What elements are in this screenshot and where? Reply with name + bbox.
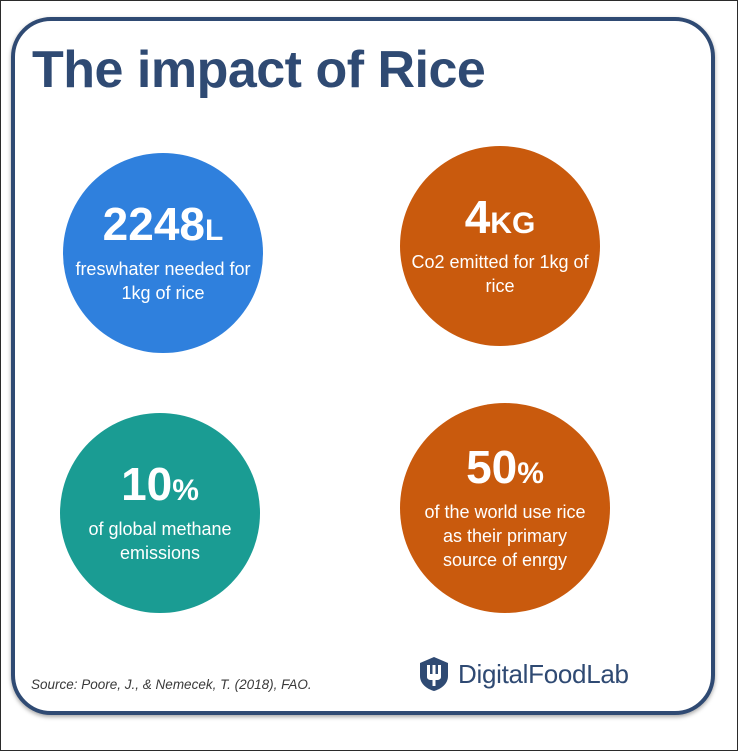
water-stat-description: freswhater needed for 1kg of rice	[75, 259, 251, 303]
water-stat-value: 2248L	[103, 201, 224, 247]
methane-stat-unit: %	[172, 474, 199, 507]
methane-stat-circle: 10% of global methane emissions	[60, 413, 260, 613]
energy-stat-description: of the world use rice as their primary s…	[424, 502, 586, 570]
methane-stat-value: 10%	[121, 461, 199, 507]
co2-stat-circle: 4KG Co2 emitted for 1kg of rice	[400, 146, 600, 346]
co2-stat-unit: KG	[490, 207, 536, 240]
energy-stat-number: 50	[466, 441, 518, 493]
fork-shield-icon	[418, 656, 450, 692]
co2-stat-number: 4	[464, 191, 491, 243]
brand-name: DigitalFoodLab	[458, 658, 629, 689]
co2-stat-description: Co2 emitted for 1kg of rice	[411, 252, 589, 296]
source-citation: Source: Poore, J., & Nemecek, T. (2018),…	[31, 677, 312, 692]
brand-logo-block: DigitalFoodLab	[418, 656, 629, 692]
water-stat-number: 2248	[102, 198, 205, 250]
energy-stat-circle: 50% of the world use rice as their prima…	[400, 403, 610, 613]
water-stat-circle: 2248L freswhater needed for 1kg of rice	[63, 153, 263, 353]
infographic-card	[11, 17, 715, 715]
energy-stat-unit: %	[517, 457, 544, 490]
methane-stat-number: 10	[121, 458, 173, 510]
methane-stat-description: of global methane emissions	[88, 519, 232, 563]
water-stat-unit: L	[205, 214, 224, 247]
co2-stat-value: 4KG	[465, 194, 536, 240]
infographic-title: The impact of Rice	[32, 41, 486, 99]
energy-stat-value: 50%	[466, 444, 544, 490]
